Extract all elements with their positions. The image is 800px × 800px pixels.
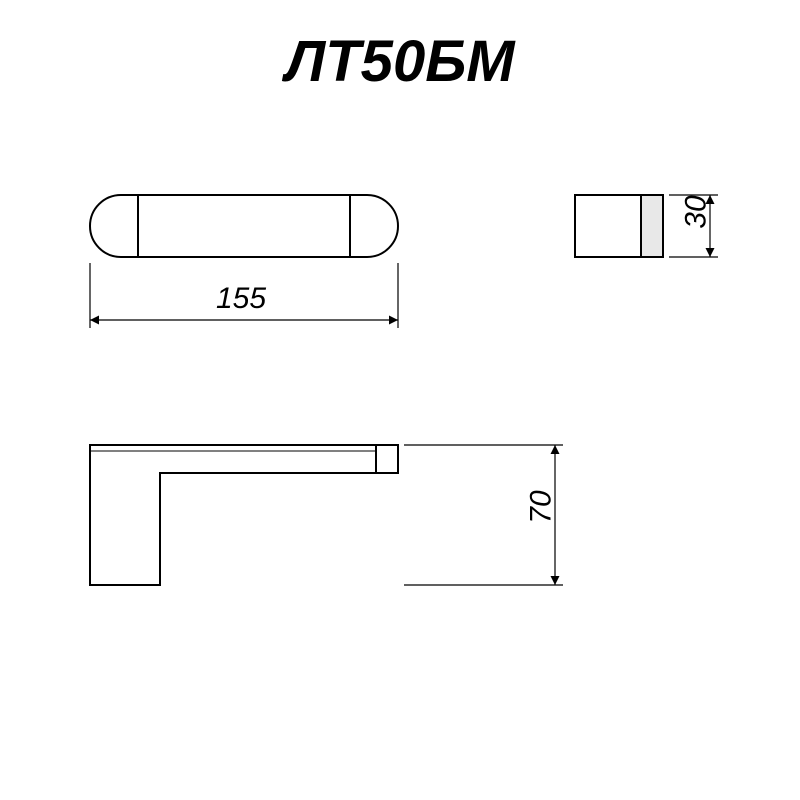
drawing-canvas: ЛТ50БМ 155 30 70 xyxy=(0,0,800,800)
drawing-svg xyxy=(0,0,800,800)
